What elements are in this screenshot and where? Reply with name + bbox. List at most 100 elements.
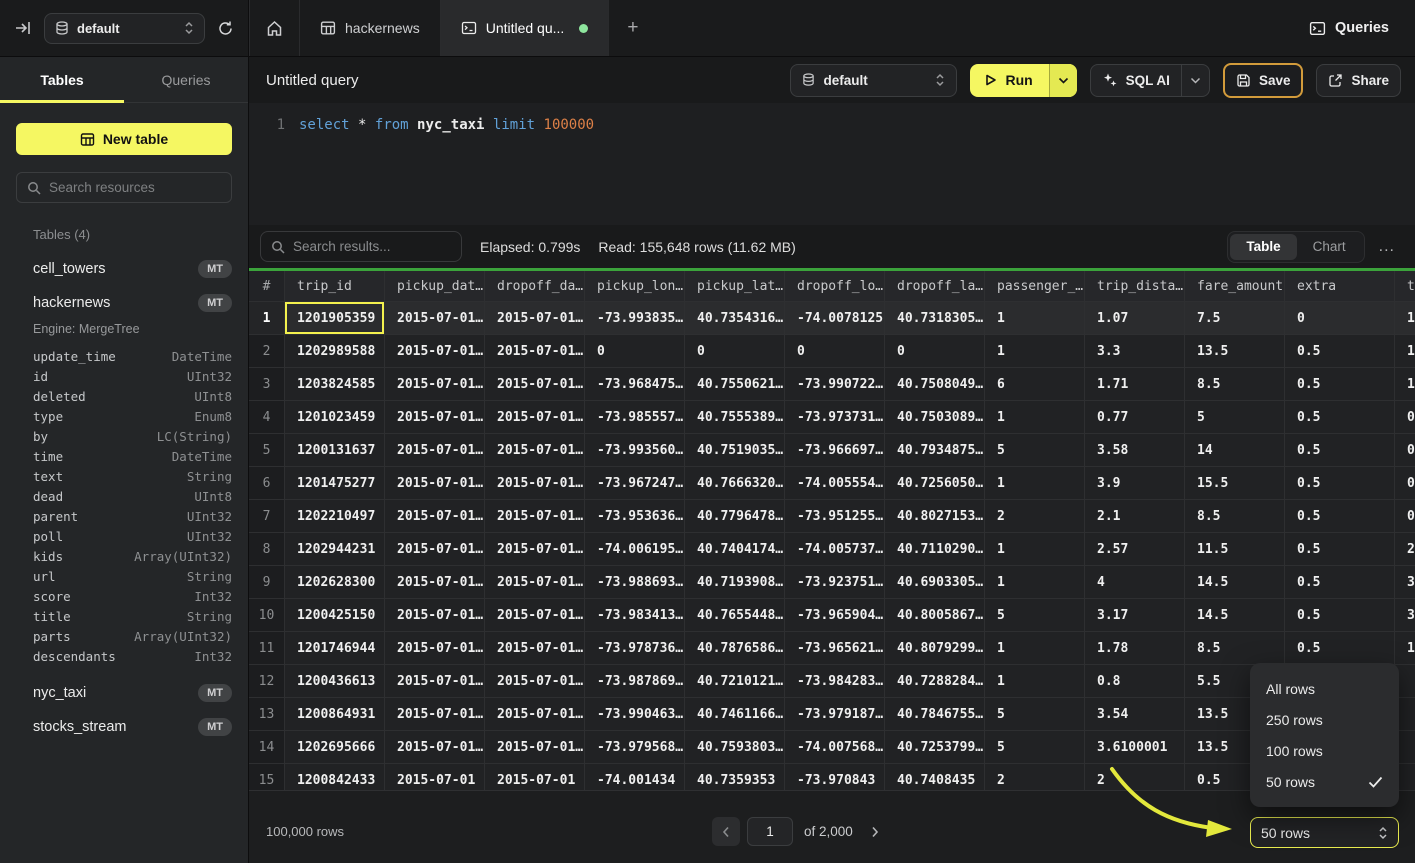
column-header-dropoff_lo[interactable]: dropoff_lo… <box>785 271 885 302</box>
schema-column-score[interactable]: score Int32 <box>33 586 232 606</box>
table-cell[interactable]: 40.7593803… <box>685 731 785 764</box>
table-cell[interactable]: 0.5 <box>1285 401 1395 434</box>
table-cell[interactable]: 0 <box>685 335 785 368</box>
row-number[interactable]: 3 <box>249 368 285 401</box>
column-header-passenger_[interactable]: passenger_… <box>985 271 1085 302</box>
table-cell[interactable]: -73.965621… <box>785 632 885 665</box>
table-cell[interactable]: -73.968475… <box>585 368 685 401</box>
table-cell[interactable]: 40.7318305… <box>885 302 985 335</box>
table-cell[interactable]: 40.7288284… <box>885 665 985 698</box>
row-number[interactable]: 10 <box>249 599 285 632</box>
table-cell[interactable]: 0.5 <box>1285 434 1395 467</box>
table-cell[interactable]: -74.007568… <box>785 731 885 764</box>
table-cell[interactable]: 2015-07-01… <box>385 731 485 764</box>
table-cell[interactable]: 2 <box>985 500 1085 533</box>
table-cell[interactable]: 40.7555389… <box>685 401 785 434</box>
table-cell[interactable]: 3.3 <box>1085 335 1185 368</box>
table-cell[interactable]: 2 <box>1085 764 1185 790</box>
table-cell[interactable]: 5 <box>985 599 1085 632</box>
table-cell[interactable]: 40.8027153… <box>885 500 985 533</box>
table-cell[interactable]: 2015-07-01… <box>385 533 485 566</box>
table-cell[interactable]: 8.5 <box>1185 632 1285 665</box>
tab-home[interactable] <box>249 0 300 56</box>
table-cell[interactable] <box>1395 764 1415 790</box>
table-cell[interactable]: 40.7193908… <box>685 566 785 599</box>
table-cell[interactable]: 40.7508049… <box>885 368 985 401</box>
run-options-caret[interactable] <box>1048 63 1077 97</box>
table-cell[interactable]: 2015-07-01… <box>385 665 485 698</box>
row-number[interactable]: 8 <box>249 533 285 566</box>
column-header-pickup_dat[interactable]: pickup_dat… <box>385 271 485 302</box>
sql-ai-caret[interactable] <box>1180 64 1209 96</box>
table-cell[interactable]: -73.993560… <box>585 434 685 467</box>
table-cell[interactable]: 40.7110290… <box>885 533 985 566</box>
new-tab-button[interactable]: + <box>627 17 639 38</box>
table-cell[interactable]: 0 <box>1395 467 1415 500</box>
schema-column-parts[interactable]: parts Array(UInt32) <box>33 626 232 646</box>
table-cell[interactable]: 40.8079299… <box>885 632 985 665</box>
queries-button[interactable]: Queries <box>1297 0 1415 56</box>
column-header-dropoff_la[interactable]: dropoff_la… <box>885 271 985 302</box>
schema-column-poll[interactable]: poll UInt32 <box>33 526 232 546</box>
table-cell[interactable]: 2015-07-01… <box>485 698 585 731</box>
column-header-row-number[interactable]: # <box>249 271 285 302</box>
table-cell[interactable]: 1200425150 <box>285 599 385 632</box>
tab-hackernews[interactable]: hackernews <box>300 0 441 56</box>
table-cell[interactable]: 0.5 <box>1285 566 1395 599</box>
table-cell[interactable]: 6 <box>985 368 1085 401</box>
tab-untitled-query[interactable]: Untitled qu... <box>440 0 610 56</box>
table-cell[interactable]: 2015-07-01… <box>485 566 585 599</box>
table-cell[interactable]: 2015-07-01… <box>385 698 485 731</box>
table-cell[interactable]: -73.990722… <box>785 368 885 401</box>
table-cell[interactable]: -73.979568… <box>585 731 685 764</box>
table-cell[interactable]: 2 <box>985 764 1085 790</box>
table-cell[interactable]: -73.993835… <box>585 302 685 335</box>
table-cell[interactable]: 1200131637 <box>285 434 385 467</box>
table-cell[interactable]: -73.970843 <box>785 764 885 790</box>
collapse-sidebar-icon[interactable] <box>14 19 32 37</box>
table-cell[interactable]: -73.923751… <box>785 566 885 599</box>
table-cell[interactable]: 1200842433 <box>285 764 385 790</box>
page-size-option-100-rows[interactable]: 100 rows <box>1250 735 1399 766</box>
row-number[interactable]: 1 <box>249 302 285 335</box>
table-cell[interactable]: 0.5 <box>1285 599 1395 632</box>
table-cell[interactable]: 3.54 <box>1085 698 1185 731</box>
table-cell[interactable]: 40.7846755… <box>885 698 985 731</box>
table-cell[interactable]: 0 <box>785 335 885 368</box>
table-cell[interactable]: 0 <box>885 335 985 368</box>
column-header-fare_amount[interactable]: fare_amount <box>1185 271 1285 302</box>
table-cell[interactable]: 40.7404174… <box>685 533 785 566</box>
table-cell[interactable]: 1 <box>1395 335 1415 368</box>
table-cell[interactable]: -74.006195… <box>585 533 685 566</box>
table-cell[interactable]: 1202989588 <box>285 335 385 368</box>
table-cell[interactable]: 40.7256050… <box>885 467 985 500</box>
table-cell[interactable]: -73.987869… <box>585 665 685 698</box>
table-cell[interactable]: 40.7408435 <box>885 764 985 790</box>
table-cell[interactable]: 5 <box>1185 401 1285 434</box>
sidebar-table-hackernews[interactable]: hackernews MT <box>16 286 232 320</box>
table-cell[interactable]: 40.7655448… <box>685 599 785 632</box>
table-cell[interactable]: 2015-07-01… <box>385 335 485 368</box>
row-number[interactable]: 4 <box>249 401 285 434</box>
row-number[interactable]: 6 <box>249 467 285 500</box>
page-size-option-250-rows[interactable]: 250 rows <box>1250 704 1399 735</box>
table-cell[interactable]: -73.965904… <box>785 599 885 632</box>
table-cell[interactable]: 2 <box>1395 533 1415 566</box>
table-cell[interactable]: 15.5 <box>1185 467 1285 500</box>
row-number[interactable]: 14 <box>249 731 285 764</box>
schema-column-update_time[interactable]: update_time DateTime <box>33 346 232 366</box>
table-cell[interactable]: 2015-07-01… <box>385 302 485 335</box>
table-cell[interactable]: 40.8005867… <box>885 599 985 632</box>
sidebar-database-select[interactable]: default <box>44 12 205 44</box>
row-number[interactable]: 13 <box>249 698 285 731</box>
sidebar-tab-queries[interactable]: Queries <box>161 71 211 88</box>
table-cell[interactable]: 40.7461166… <box>685 698 785 731</box>
table-cell[interactable]: 0.5 <box>1285 335 1395 368</box>
query-database-select[interactable]: default <box>790 63 958 97</box>
table-cell[interactable]: 14.5 <box>1185 599 1285 632</box>
table-cell[interactable]: 1201023459 <box>285 401 385 434</box>
table-cell[interactable]: -73.973731… <box>785 401 885 434</box>
column-header-dropoff_da[interactable]: dropoff_da… <box>485 271 585 302</box>
table-cell[interactable]: 40.7253799… <box>885 731 985 764</box>
table-cell[interactable]: 0.5 <box>1285 467 1395 500</box>
